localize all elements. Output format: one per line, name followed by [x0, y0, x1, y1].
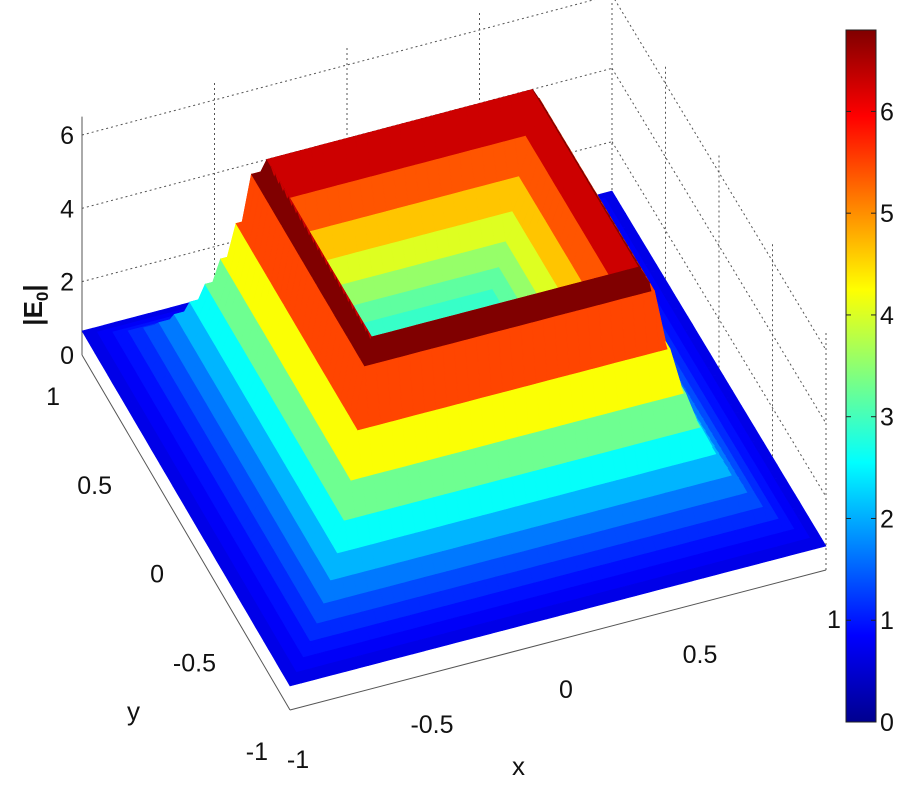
colorbar-tick-label: 0: [880, 709, 894, 737]
x-tick-label: 0: [559, 676, 573, 704]
z-axis-label: |E0|: [18, 284, 52, 325]
colorbar: 0 1 2 3 4 5 6: [845, 29, 894, 737]
x-tick-label: 1: [827, 606, 841, 634]
colorbar-gradient: [845, 29, 877, 723]
y-tick-label: -0.5: [173, 649, 216, 677]
y-tick-label: -1: [246, 738, 268, 766]
x-axis-label: x: [512, 751, 525, 781]
grid-line: [614, 0, 827, 351]
grid-line: [81, 0, 596, 136]
y-axis-label: y: [127, 696, 140, 726]
z-tick-label: 6: [60, 122, 74, 150]
grid-line: [611, 141, 827, 497]
svg-text:|E0|: |E0|: [18, 284, 52, 325]
colorbar-ticks: 0 1 2 3 4 5 6: [846, 98, 894, 737]
colorbar-tick-label: 2: [880, 505, 894, 533]
y-axis-line: [81, 354, 291, 711]
z-axis-label-main: |E: [18, 301, 48, 326]
colorbar-tick-label: 4: [880, 302, 894, 330]
y-tick-label: 1: [46, 383, 60, 411]
z-tick-label: 2: [60, 269, 74, 297]
x-tick-label: -1: [287, 746, 309, 774]
grid-line: [611, 68, 827, 424]
surface-mesh: [81, 88, 827, 687]
x-axis-line: [289, 569, 827, 711]
y-tick-label: 0.5: [77, 472, 112, 500]
z-tick-label: 4: [60, 195, 74, 223]
z-axis-label-suffix: |: [18, 284, 48, 291]
colorbar-tick-label: 3: [880, 404, 894, 432]
x-tick-label: 0.5: [683, 641, 718, 669]
colorbar-tick-label: 6: [880, 98, 894, 126]
z-axis-label-subscript: 0: [33, 292, 52, 301]
surface-patch: [809, 537, 827, 550]
colorbar-tick-label: 1: [880, 607, 894, 635]
y-tick-label: 0: [150, 561, 164, 589]
x-tick-label: -0.5: [410, 711, 453, 739]
z-tick-label: 0: [60, 342, 74, 370]
colorbar-tick-label: 5: [880, 200, 894, 228]
